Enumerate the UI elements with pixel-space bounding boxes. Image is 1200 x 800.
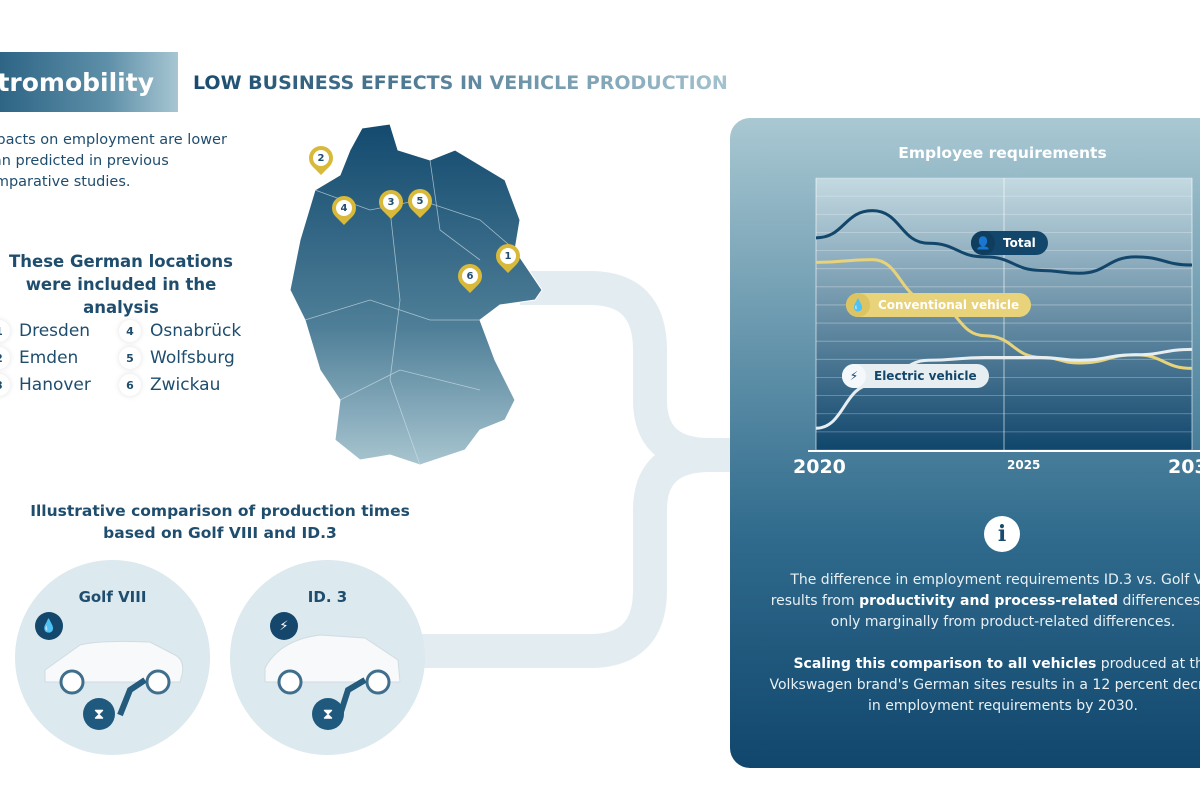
info-icon: i bbox=[984, 516, 1020, 552]
location-number: 2 bbox=[0, 347, 10, 369]
locations-title: These German locations were included in … bbox=[9, 252, 233, 317]
page-title: LOW BUSINESS EFFECTS IN VEHICLE PRODUCTI… bbox=[193, 72, 728, 94]
hourglass-icon: ⧗ bbox=[312, 698, 344, 730]
lightning-icon: ⚡ bbox=[842, 364, 866, 388]
info-line: Volkswagen brand's German sites results … bbox=[769, 677, 1200, 693]
location-name: Zwickau bbox=[150, 375, 221, 395]
info-paragraph-2: Scaling this comparison to all vehicles … bbox=[730, 654, 1200, 717]
legend-label: Electric vehicle bbox=[874, 369, 977, 383]
map-pin-number: 5 bbox=[412, 193, 428, 209]
fuel-drop-icon: 💧 bbox=[846, 293, 870, 317]
legend-total: 👤 Total bbox=[971, 231, 1048, 255]
car-illustration bbox=[264, 634, 401, 716]
map-pin-number: 6 bbox=[462, 268, 478, 284]
location-item: 3 Hanover bbox=[0, 374, 91, 396]
location-item: 6 Zwickau bbox=[119, 374, 220, 396]
location-item: 4 Osnabrück bbox=[119, 320, 241, 342]
x-tick-label: 2020 bbox=[793, 456, 846, 478]
lightning-icon: ⚡ bbox=[270, 612, 298, 640]
golf-circle: Golf VIII 💧 ⧗ bbox=[15, 560, 210, 755]
person-icon: 👤 bbox=[971, 231, 995, 255]
comparison-title: Illustrative comparison of production ti… bbox=[30, 502, 410, 542]
location-item: 5 Wolfsburg bbox=[119, 347, 235, 369]
info-paragraph-1: The difference in employment requirement… bbox=[730, 570, 1200, 633]
employment-panel: Employee requirements 👤 Total 💧 Convention… bbox=[730, 118, 1200, 768]
x-tick-label: 2030 bbox=[1168, 456, 1200, 478]
legend-label: Total bbox=[1003, 236, 1036, 250]
location-name: Wolfsburg bbox=[150, 348, 235, 368]
intro-text: Impacts on employment are lower than pre… bbox=[0, 130, 228, 193]
location-name: Dresden bbox=[19, 321, 91, 341]
banner-text: Electromobility bbox=[0, 67, 154, 97]
legend-label: Conventional vehicle bbox=[878, 298, 1020, 312]
map-pin-number: 4 bbox=[336, 200, 352, 216]
info-line: only marginally from product-related dif… bbox=[830, 614, 1176, 630]
series-line-total bbox=[815, 209, 1193, 275]
fuel-drop-icon: 💧 bbox=[35, 612, 63, 640]
location-item: 2 Emden bbox=[0, 347, 78, 369]
location-name: Osnabrück bbox=[150, 321, 242, 341]
location-item: 1 Dresden bbox=[0, 320, 90, 342]
map-pin-number: 2 bbox=[313, 150, 329, 166]
info-bold: productivity and process-related bbox=[859, 593, 1119, 609]
map-pin-number: 1 bbox=[500, 248, 516, 264]
car-illustration bbox=[44, 640, 184, 717]
hourglass-icon: ⧗ bbox=[83, 698, 115, 730]
info-text: produced at the bbox=[1100, 656, 1200, 672]
location-number: 3 bbox=[0, 374, 10, 396]
location-number: 6 bbox=[119, 374, 141, 396]
info-line: Scaling this comparison to all vehicles … bbox=[730, 654, 1200, 675]
info-text: results from bbox=[770, 593, 860, 609]
id3-circle: ID. 3 ⚡ ⧗ bbox=[230, 560, 425, 755]
vehicle-name: Golf VIII bbox=[78, 588, 147, 606]
location-number: 4 bbox=[119, 320, 141, 342]
info-line: results from productivity and process-re… bbox=[730, 591, 1200, 612]
info-line: in employment requirements by 2030. bbox=[868, 698, 1138, 714]
location-number: 1 bbox=[0, 320, 10, 342]
section-banner: Electromobility bbox=[0, 52, 178, 112]
intro-line: than predicted in previous bbox=[0, 153, 169, 169]
intro-line: comparative studies. bbox=[0, 174, 131, 190]
location-name: Hanover bbox=[19, 375, 91, 395]
intro-line: Impacts on employment are lower bbox=[0, 132, 227, 148]
x-tick-label: 2025 bbox=[1007, 458, 1041, 472]
location-name: Emden bbox=[19, 348, 79, 368]
legend-electric: ⚡ Electric vehicle bbox=[842, 364, 989, 388]
info-line: The difference in employment requirement… bbox=[790, 572, 1200, 588]
map-pin-number: 3 bbox=[383, 194, 399, 210]
info-bold: Scaling this comparison to all vehicles bbox=[793, 656, 1097, 672]
vehicle-name: ID. 3 bbox=[307, 588, 348, 606]
legend-conventional: 💧 Conventional vehicle bbox=[846, 293, 1032, 317]
location-number: 5 bbox=[119, 347, 141, 369]
chart-title: Employee requirements bbox=[898, 144, 1107, 162]
info-text: differences, and bbox=[1122, 593, 1200, 609]
